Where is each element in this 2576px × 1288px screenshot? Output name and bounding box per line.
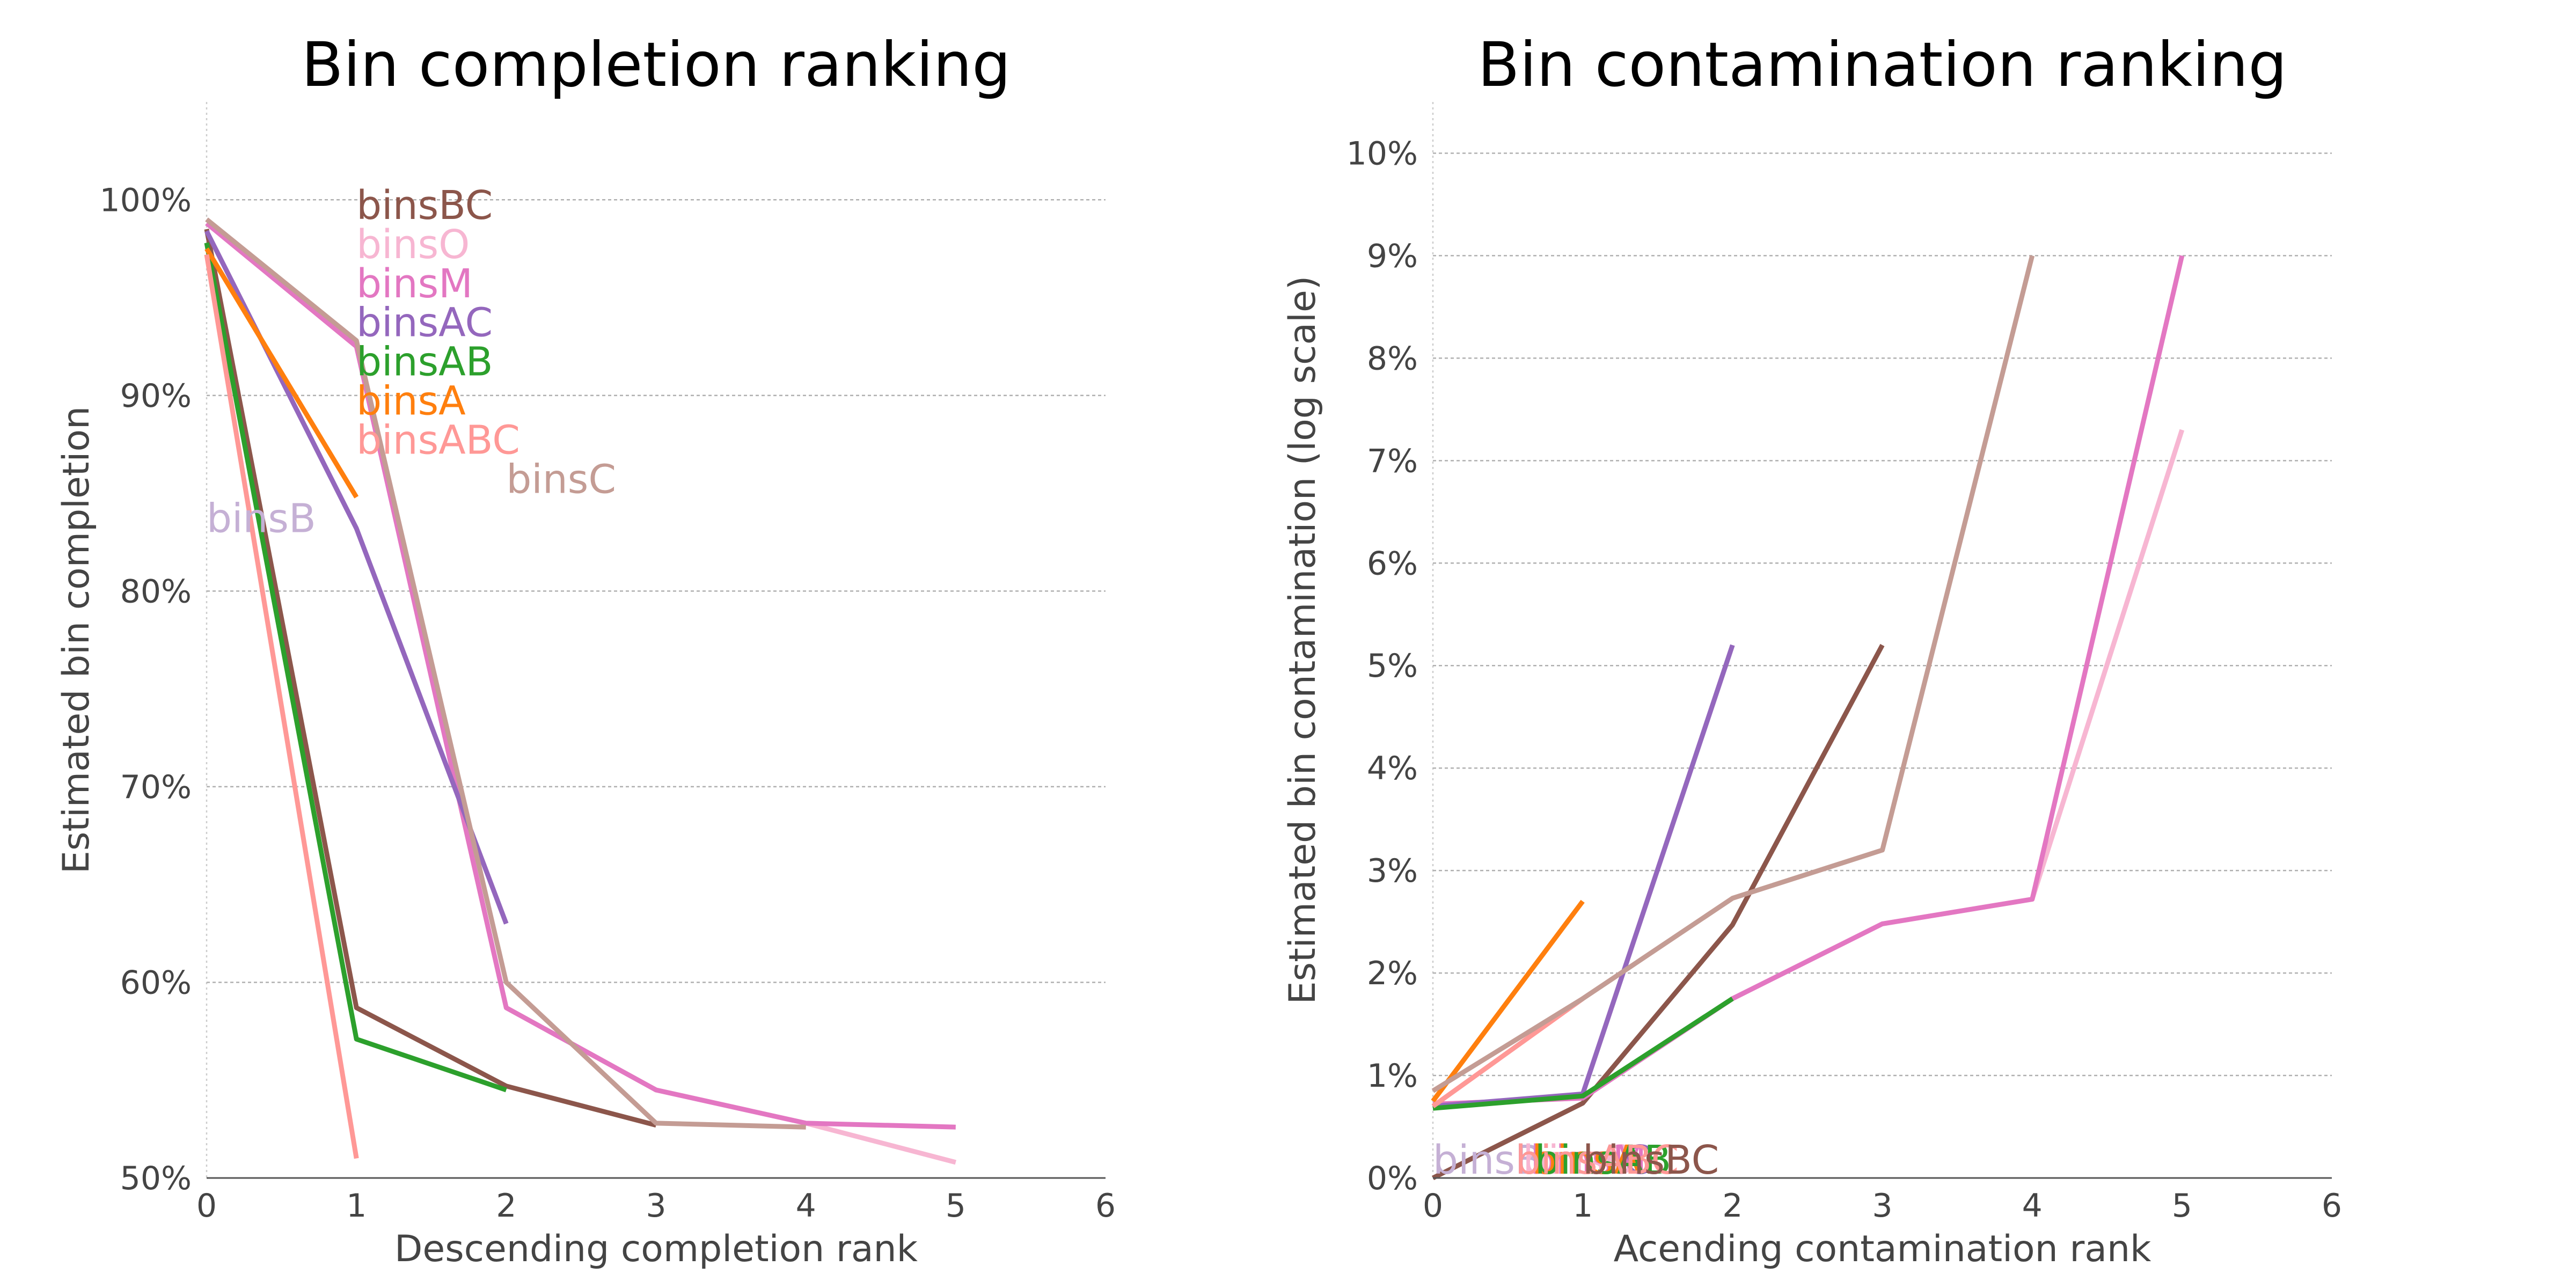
series-line-binsAB: [204, 242, 507, 1093]
x-tick-label: 0: [1423, 1187, 1443, 1225]
y-tick-label: 6%: [1367, 545, 1418, 582]
series-line-binsBC: [1431, 643, 1885, 1181]
series-label-binsABC: binsABC: [1516, 1137, 1679, 1183]
series-label-binsO: binsO: [1523, 1137, 1636, 1183]
y-tick-label: 3%: [1367, 852, 1418, 890]
y-tick-label: 10%: [1346, 135, 1418, 172]
series-label-binsA: binsA: [1532, 1137, 1641, 1183]
y-tick-label: 8%: [1367, 340, 1418, 377]
series-line-binsBC: [204, 229, 657, 1128]
series-lines: [1431, 255, 2185, 1181]
x-tick-label: 6: [2322, 1187, 2342, 1225]
contamination-chart: Bin contamination ranking Acending conta…: [1282, 29, 2342, 1270]
series-label-binsAC: binsAC: [1516, 1137, 1652, 1183]
x-tick-label: 3: [646, 1187, 666, 1225]
y-tick-label: 50%: [120, 1160, 192, 1197]
series-line-binsA: [204, 247, 359, 499]
grid: [206, 102, 1106, 1178]
series-line-binsM: [1432, 255, 2185, 1107]
y-tick-label: 80%: [120, 573, 192, 610]
y-tick-label: 60%: [120, 964, 192, 1001]
series-line-binsO: [205, 221, 956, 1165]
y-tick-label: 1%: [1367, 1057, 1418, 1095]
series-line-binsM: [205, 221, 956, 1130]
axes: 0 1 2 3 4 5 6 0% 1% 2% 3% 4% 5% 6% 7% 8% 9% 10%: [1346, 135, 2342, 1225]
y-tick-label: 5%: [1367, 647, 1418, 685]
x-tick-label: 0: [196, 1187, 217, 1225]
y-tick-label: 4%: [1367, 750, 1418, 787]
series-label-binsM: binsM: [356, 261, 473, 307]
x-tick-label: 4: [2022, 1187, 2043, 1225]
y-tick-label: 100%: [99, 181, 192, 219]
series-line-binsC: [205, 217, 806, 1130]
x-axis-label: Descending completion rank: [394, 1228, 918, 1270]
y-tick-label: 90%: [120, 377, 192, 415]
series-line-binsO: [1432, 429, 2185, 1107]
y-tick-label: 7%: [1367, 442, 1418, 480]
series-label-binsM: binsM: [1530, 1137, 1646, 1183]
series-label-binsB: binsB: [207, 495, 316, 541]
x-tick-label: 2: [1722, 1187, 1743, 1225]
series-label-binsAB: binsAB: [356, 339, 493, 385]
series-label-binsAB: binsAB: [1535, 1137, 1671, 1183]
series-line-binsABC: [204, 254, 359, 1159]
series-label-binsBC: binsBC: [1583, 1137, 1719, 1183]
x-tick-label: 2: [496, 1187, 516, 1225]
series-line-binsAB: [1432, 997, 1734, 1111]
series-line-binsAC: [1432, 644, 1735, 1109]
x-tick-label: 3: [1872, 1187, 1892, 1225]
chart-title: Bin completion ranking: [302, 29, 1011, 100]
x-tick-label: 1: [1572, 1187, 1593, 1225]
series-label-binsAC: binsAC: [356, 300, 493, 346]
y-tick-label: 9%: [1367, 237, 1418, 275]
series-line-binsA: [1431, 899, 1585, 1103]
series-lines: [204, 217, 956, 1165]
chart-title: Bin contamination ranking: [1477, 29, 2287, 100]
y-axis-label: Estimated bin contamination (log scale): [1282, 276, 1324, 1005]
x-tick-label: 5: [2172, 1187, 2192, 1225]
x-tick-label: 4: [796, 1187, 816, 1225]
series-label-binsC: binsC: [506, 456, 616, 502]
y-axis-label: Estimated bin completion: [55, 406, 98, 874]
series-labels: binsBbinsACbinsObinsMbinsAbinsABbinsABCb…: [1433, 1137, 1719, 1183]
series-label-binsA: binsA: [356, 378, 466, 425]
y-tick-label: 70%: [120, 769, 192, 806]
x-tick-label: 5: [946, 1187, 966, 1225]
axes: 0 1 2 3 4 5 6 50% 60% 70% 80% 90% 100%: [99, 181, 1116, 1225]
y-tick-label: 0%: [1367, 1160, 1418, 1197]
x-tick-label: 6: [1095, 1187, 1116, 1225]
series-label-binsO: binsO: [356, 222, 470, 268]
x-axis-label: Acending contamination rank: [1614, 1228, 2151, 1270]
grid: [1432, 102, 2332, 1178]
x-tick-label: 1: [346, 1187, 367, 1225]
series-line-binsC: [1431, 255, 2035, 1093]
y-tick-label: 2%: [1367, 955, 1418, 992]
series-label-binsB: binsB: [1433, 1137, 1542, 1183]
series-label-binsABC: binsABC: [356, 417, 520, 463]
series-labels: binsBCbinsObinsMbinsACbinsABbinsAbinsABC…: [207, 182, 616, 541]
series-label-binsBC: binsBC: [356, 182, 493, 229]
completion-chart: Bin completion ranking Descending comple…: [55, 29, 1116, 1270]
